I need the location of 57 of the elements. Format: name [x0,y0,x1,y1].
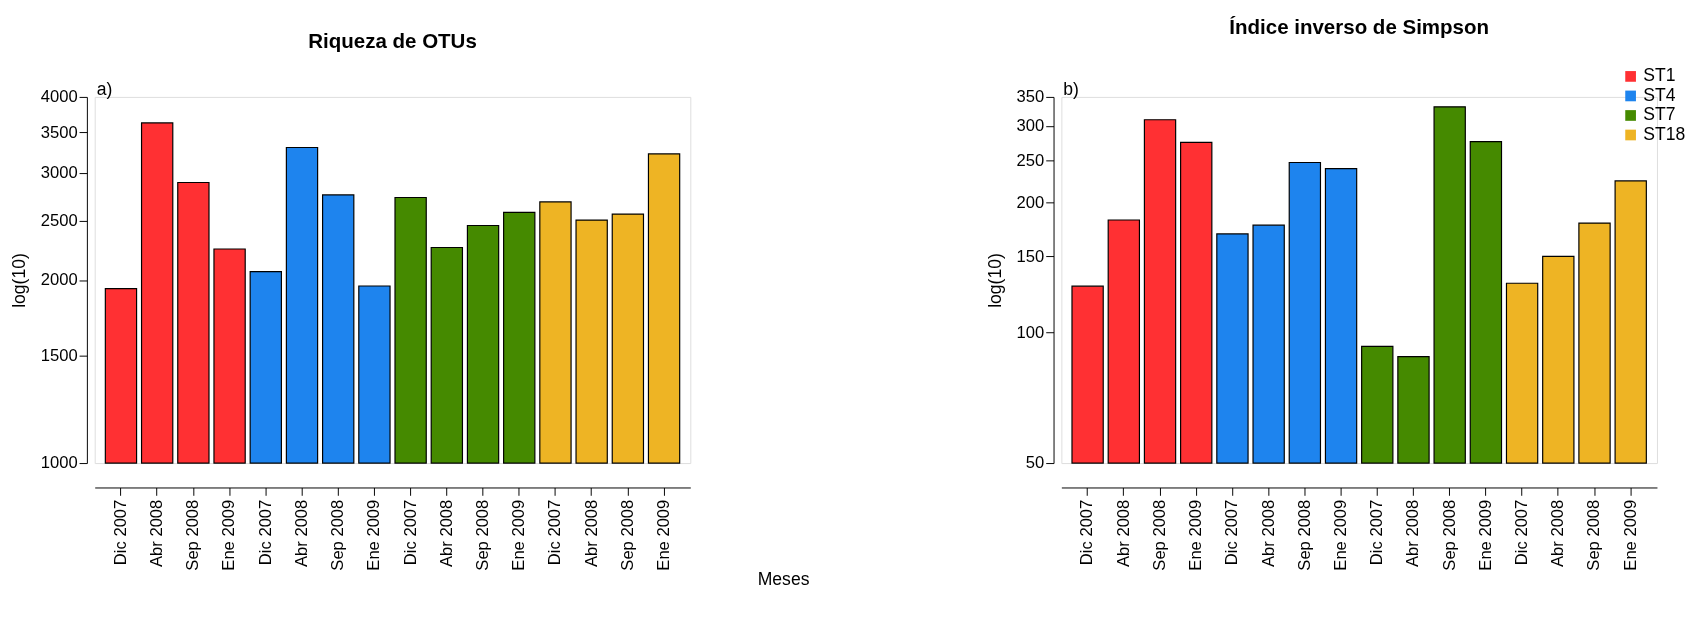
y-tick-label: 50 [1025,453,1045,473]
y-tick-label: 300 [1016,116,1045,136]
annotation: a) [96,78,113,99]
y-tick-label: 200 [1016,192,1045,212]
x-tick-label: Dic 2007 [545,499,565,566]
x-tick-label: Sep 2008 [1439,499,1459,571]
y-tick-label: 3000 [40,163,78,183]
legend-label: ST7 [1643,104,1676,125]
x-tick-label: Dic 2007 [1367,499,1387,566]
y-axis-title: log(10) [984,253,1005,308]
x-tick-label: Dic 2007 [255,499,275,566]
x-tick-label: Abr 2008 [1548,499,1568,567]
x-tick-label: Ene 2009 [219,499,239,571]
y-axis-title: log(10) [9,253,30,308]
y-tick-label: 3500 [40,122,78,142]
chart-title: Riqueza de OTUs [308,29,477,53]
x-tick-label: Ene 2009 [1186,499,1206,571]
x-tick-label: Sep 2008 [472,499,492,571]
x-tick-label: Dic 2007 [1222,499,1242,566]
chart-title: Índice inverso de Simpson [1229,15,1490,39]
x-tick-label: Dic 2007 [400,499,420,566]
x-tick-label: Sep 2008 [183,499,203,571]
x-tick-label: Abr 2008 [147,499,167,567]
y-tick-label: 4000 [40,87,78,107]
x-tick-label: Ene 2009 [653,499,673,571]
x-tick-label: Ene 2009 [1475,499,1495,571]
x-axis-title: Meses [757,568,810,589]
x-tick-label: Sep 2008 [1294,499,1314,571]
y-tick-label: 100 [1016,323,1045,343]
x-tick-label: Abr 2008 [1113,499,1133,567]
x-tick-label: Ene 2009 [1330,499,1350,571]
y-tick-label: 350 [1016,87,1045,107]
x-tick-label: Abr 2008 [1403,499,1423,567]
x-tick-label: Abr 2008 [291,499,311,567]
x-tick-label: Abr 2008 [1258,499,1278,567]
legend-label: ST1 [1643,65,1676,86]
x-tick-label: Ene 2009 [509,499,529,571]
y-tick-label: 2000 [40,270,78,290]
x-tick-label: Abr 2008 [436,499,456,567]
x-tick-label: Sep 2008 [1584,499,1604,571]
x-tick-label: Dic 2007 [1077,499,1097,566]
x-tick-label: Dic 2007 [110,499,130,566]
x-tick-label: Sep 2008 [1149,499,1169,571]
x-tick-label: Sep 2008 [617,499,637,571]
legend-label: ST18 [1643,123,1686,144]
annotation: b) [1063,78,1079,99]
legend-label: ST4 [1643,84,1676,105]
y-tick-label: 2500 [40,211,78,231]
y-tick-label: 1500 [40,346,78,366]
x-tick-label: Abr 2008 [581,499,601,567]
y-tick-label: 150 [1016,246,1045,266]
x-tick-label: Ene 2009 [364,499,384,571]
y-tick-label: 250 [1016,150,1045,170]
x-tick-label: Dic 2007 [1511,499,1531,566]
y-tick-label: 1000 [40,453,78,473]
x-tick-label: Ene 2009 [1620,499,1640,571]
x-tick-label: Sep 2008 [328,499,348,571]
